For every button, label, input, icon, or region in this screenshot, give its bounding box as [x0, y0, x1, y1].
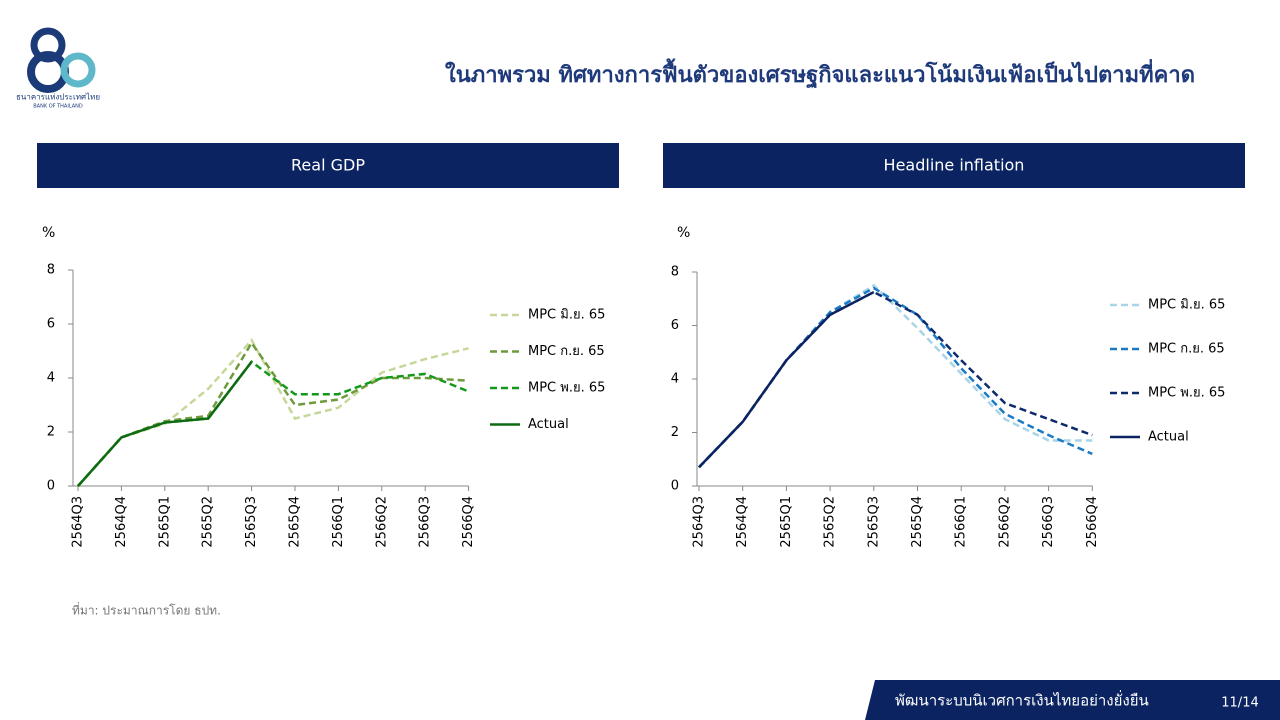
series-line — [77, 361, 253, 487]
x-tick-label: 2566Q4 — [1085, 496, 1100, 548]
footer-bar — [865, 680, 1280, 720]
x-tick-label: 2565Q1 — [779, 496, 794, 548]
x-tick-label: 2565Q1 — [157, 496, 172, 548]
y-tick-label: 6 — [47, 317, 55, 332]
legend-label: MPC ก.ย. 65 — [1148, 342, 1225, 357]
y-tick-label: 4 — [47, 371, 55, 386]
logo: ธนาคารแห่งประเทศไทย BANK OF THAILAND — [16, 27, 100, 110]
x-tick-label: 2566Q1 — [331, 496, 346, 548]
chart-title: Real GDP — [291, 156, 365, 175]
chart-title: Headline inflation — [884, 156, 1025, 175]
x-tick-label: 2565Q3 — [244, 496, 259, 548]
y-tick-label: 8 — [47, 263, 55, 278]
x-tick-label: 2566Q3 — [1041, 496, 1056, 548]
legend-label: Actual — [528, 417, 569, 432]
legend-label: MPC ก.ย. 65 — [528, 344, 605, 359]
x-tick-label: 2565Q3 — [866, 496, 881, 548]
x-tick-label: 2565Q4 — [910, 496, 925, 548]
legend-label: MPC พ.ย. 65 — [528, 381, 605, 396]
y-axis-label: % — [677, 225, 690, 241]
series-line — [698, 290, 875, 469]
legend-label: MPC มิ.ย. 65 — [528, 308, 605, 323]
x-tick-label: 2565Q2 — [823, 496, 838, 548]
x-tick-label: 2564Q3 — [692, 496, 707, 548]
x-tick-label: 2566Q4 — [461, 496, 476, 548]
slide-title: ในภาพรวม ทิศทางการฟื้นตัวของเศรษฐกิจและแ… — [445, 58, 1195, 89]
x-tick-label: 2564Q4 — [114, 496, 129, 548]
x-tick-label: 2566Q1 — [954, 496, 969, 548]
panel-header — [37, 143, 619, 188]
y-tick-label: 4 — [671, 372, 679, 387]
y-axis-label: % — [42, 225, 55, 241]
y-tick-label: 0 — [671, 479, 679, 494]
logo-text: ธนาคารแห่งประเทศไทย — [16, 93, 100, 102]
logo-shape — [60, 52, 96, 88]
x-tick-label: 2566Q2 — [997, 496, 1012, 548]
x-tick-label: 2564Q3 — [71, 496, 86, 548]
y-tick-label: 6 — [671, 318, 679, 333]
y-tick-label: 8 — [671, 265, 679, 280]
legend-label: MPC มิ.ย. 65 — [1148, 298, 1225, 313]
logo-subtext: BANK OF THAILAND — [33, 104, 83, 110]
footer-text: พัฒนาระบบนิเวศการเงินไทยอย่างยั่งยืน — [895, 690, 1149, 710]
x-tick-label: 2564Q4 — [735, 496, 750, 548]
legend-label: Actual — [1148, 430, 1189, 445]
x-tick-label: 2565Q2 — [201, 496, 216, 548]
y-tick-label: 2 — [47, 425, 55, 440]
legend-label: MPC พ.ย. 65 — [1148, 386, 1225, 401]
panel-header — [663, 143, 1245, 188]
x-tick-label: 2565Q4 — [288, 496, 303, 548]
x-tick-label: 2566Q2 — [374, 496, 389, 548]
page-number: 11/14 — [1221, 696, 1258, 711]
y-tick-label: 2 — [671, 425, 679, 440]
source-note: ที่มา: ประมาณการโดย ธปท. — [72, 602, 221, 618]
y-tick-label: 0 — [47, 479, 55, 494]
x-tick-label: 2566Q3 — [418, 496, 433, 548]
